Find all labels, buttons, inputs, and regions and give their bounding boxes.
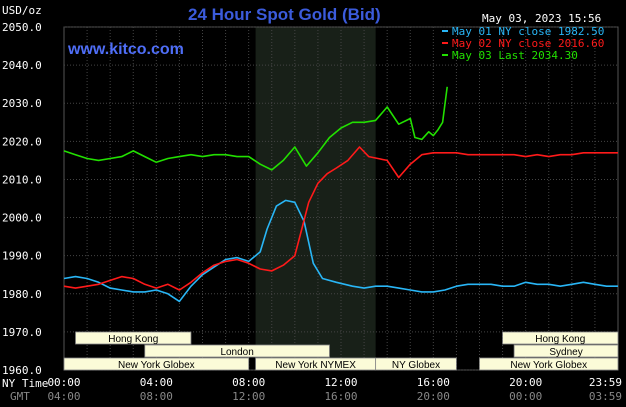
session-label: New York NYMEX [275, 360, 356, 371]
session-label: London [220, 347, 253, 358]
y-tick-label: 2050.0 [2, 21, 42, 34]
session-bar [63, 357, 250, 371]
legend-swatch [442, 54, 448, 56]
sessions-layer: Hong Kong Hong Kong London Sydney New York G… [63, 331, 619, 371]
session-label: New York Globex [510, 360, 587, 371]
x-tick-label-ny: 23:59 [589, 376, 622, 389]
y-axis-label: USD/oz [2, 4, 42, 17]
y-tick-label: 1970.0 [2, 326, 42, 339]
x-tick-label-gmt: 20:00 [417, 390, 450, 403]
x-axis-label-gmt: GMT [10, 390, 30, 403]
legend-entry: May 01 NY close 1982.50 [452, 25, 604, 38]
x-tick-label-gmt: 12:00 [232, 390, 265, 403]
x-tick-label-ny: 20:00 [509, 376, 542, 389]
ticks-layer: 2050.0 2040.0 2030.0 2020.0 2010.0 2000.0 1990… [2, 21, 622, 403]
series-line-2 [63, 146, 618, 291]
grid-layer [63, 26, 619, 371]
timestamp: May 03, 2023 15:56 [482, 12, 601, 25]
y-tick-label: 2010.0 [2, 173, 42, 186]
x-tick-label-ny: 12:00 [324, 376, 357, 389]
session-label: NY Globex [392, 360, 440, 371]
shaded-band [255, 27, 376, 370]
session-label: Sydney [549, 347, 582, 358]
session-bar [144, 344, 330, 358]
y-tick-label: 1960.0 [2, 364, 42, 377]
session-bar [75, 331, 192, 345]
x-tick-label-ny: 16:00 [417, 376, 450, 389]
legend-entry: May 03 Last 2034.30 [452, 49, 578, 62]
series-line-1 [63, 199, 618, 303]
y-tick-label: 1990.0 [2, 250, 42, 263]
session-label: Hong Kong [108, 334, 158, 345]
chart-title: 24 Hour Spot Gold (Bid) [188, 5, 381, 24]
y-tick-label: 2030.0 [2, 97, 42, 110]
shaded-band-layer [255, 27, 376, 370]
x-tick-label-ny: 04:00 [140, 376, 173, 389]
session-bar [375, 357, 457, 371]
x-tick-label-gmt: 16:00 [324, 390, 357, 403]
y-tick-label: 2020.0 [2, 135, 42, 148]
x-tick-label-ny: 00:00 [47, 376, 80, 389]
x-tick-label-gmt: 03:59 [589, 390, 622, 403]
session-label: Hong Kong [535, 334, 585, 345]
x-tick-label-gmt: 00:00 [509, 390, 542, 403]
legend-swatch [442, 42, 448, 44]
session-bar [502, 331, 619, 345]
legend-swatch [442, 30, 448, 32]
website-label: www.kitco.com [67, 41, 184, 58]
x-tick-label-ny: 08:00 [232, 376, 265, 389]
session-bar [513, 344, 619, 358]
x-tick-label-gmt: 04:00 [47, 390, 80, 403]
legend-entry: May 02 NY close 2016.60 [452, 37, 604, 50]
x-tick-label-gmt: 08:00 [140, 390, 173, 403]
series-line-3 [63, 86, 448, 171]
x-axis-label-ny: NY Time [2, 377, 48, 390]
session-bar [479, 357, 619, 371]
y-tick-label: 2040.0 [2, 59, 42, 72]
series-layer [63, 86, 618, 303]
y-tick-label: 1980.0 [2, 288, 42, 301]
session-label: New York Globex [118, 360, 195, 371]
y-tick-label: 2000.0 [2, 212, 42, 225]
